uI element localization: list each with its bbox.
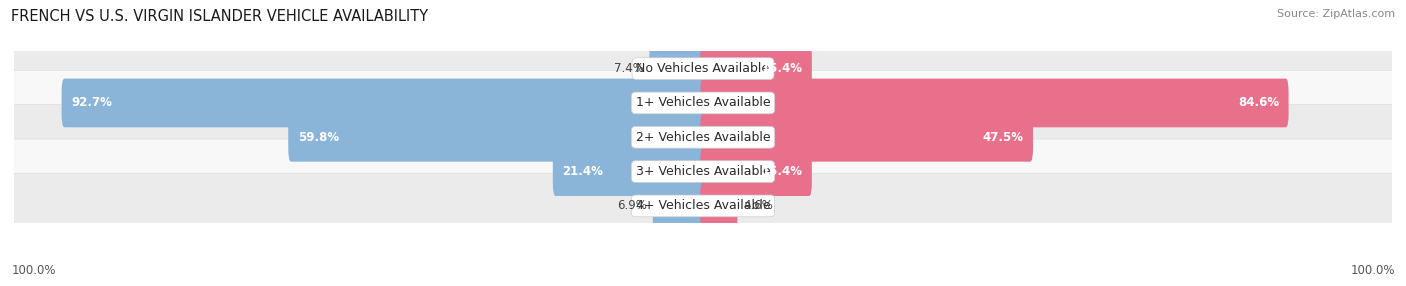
Text: Source: ZipAtlas.com: Source: ZipAtlas.com bbox=[1277, 9, 1395, 19]
Text: 21.4%: 21.4% bbox=[562, 165, 603, 178]
Legend: French, U.S. Virgin Islander: French, U.S. Virgin Islander bbox=[593, 284, 813, 286]
Text: No Vehicles Available: No Vehicles Available bbox=[637, 62, 769, 75]
FancyBboxPatch shape bbox=[553, 147, 706, 196]
Text: 1+ Vehicles Available: 1+ Vehicles Available bbox=[636, 96, 770, 110]
FancyBboxPatch shape bbox=[13, 70, 1393, 136]
Text: 3+ Vehicles Available: 3+ Vehicles Available bbox=[636, 165, 770, 178]
FancyBboxPatch shape bbox=[13, 105, 1393, 170]
Text: 6.9%: 6.9% bbox=[617, 199, 647, 212]
Text: 100.0%: 100.0% bbox=[1350, 265, 1395, 277]
FancyBboxPatch shape bbox=[700, 79, 1289, 127]
FancyBboxPatch shape bbox=[13, 36, 1393, 101]
Text: 84.6%: 84.6% bbox=[1237, 96, 1279, 110]
Text: 15.4%: 15.4% bbox=[761, 165, 803, 178]
FancyBboxPatch shape bbox=[700, 182, 738, 230]
FancyBboxPatch shape bbox=[62, 79, 706, 127]
FancyBboxPatch shape bbox=[700, 147, 811, 196]
FancyBboxPatch shape bbox=[700, 113, 1033, 162]
FancyBboxPatch shape bbox=[13, 173, 1393, 239]
Text: FRENCH VS U.S. VIRGIN ISLANDER VEHICLE AVAILABILITY: FRENCH VS U.S. VIRGIN ISLANDER VEHICLE A… bbox=[11, 9, 429, 23]
FancyBboxPatch shape bbox=[700, 44, 811, 93]
Text: 92.7%: 92.7% bbox=[72, 96, 112, 110]
Text: 4.6%: 4.6% bbox=[742, 199, 773, 212]
FancyBboxPatch shape bbox=[288, 113, 706, 162]
Text: 2+ Vehicles Available: 2+ Vehicles Available bbox=[636, 131, 770, 144]
Text: 7.4%: 7.4% bbox=[614, 62, 644, 75]
FancyBboxPatch shape bbox=[652, 182, 706, 230]
Text: 4+ Vehicles Available: 4+ Vehicles Available bbox=[636, 199, 770, 212]
FancyBboxPatch shape bbox=[650, 44, 706, 93]
Text: 47.5%: 47.5% bbox=[983, 131, 1024, 144]
FancyBboxPatch shape bbox=[13, 139, 1393, 204]
Text: 15.4%: 15.4% bbox=[761, 62, 803, 75]
Text: 59.8%: 59.8% bbox=[298, 131, 339, 144]
Text: 100.0%: 100.0% bbox=[11, 265, 56, 277]
